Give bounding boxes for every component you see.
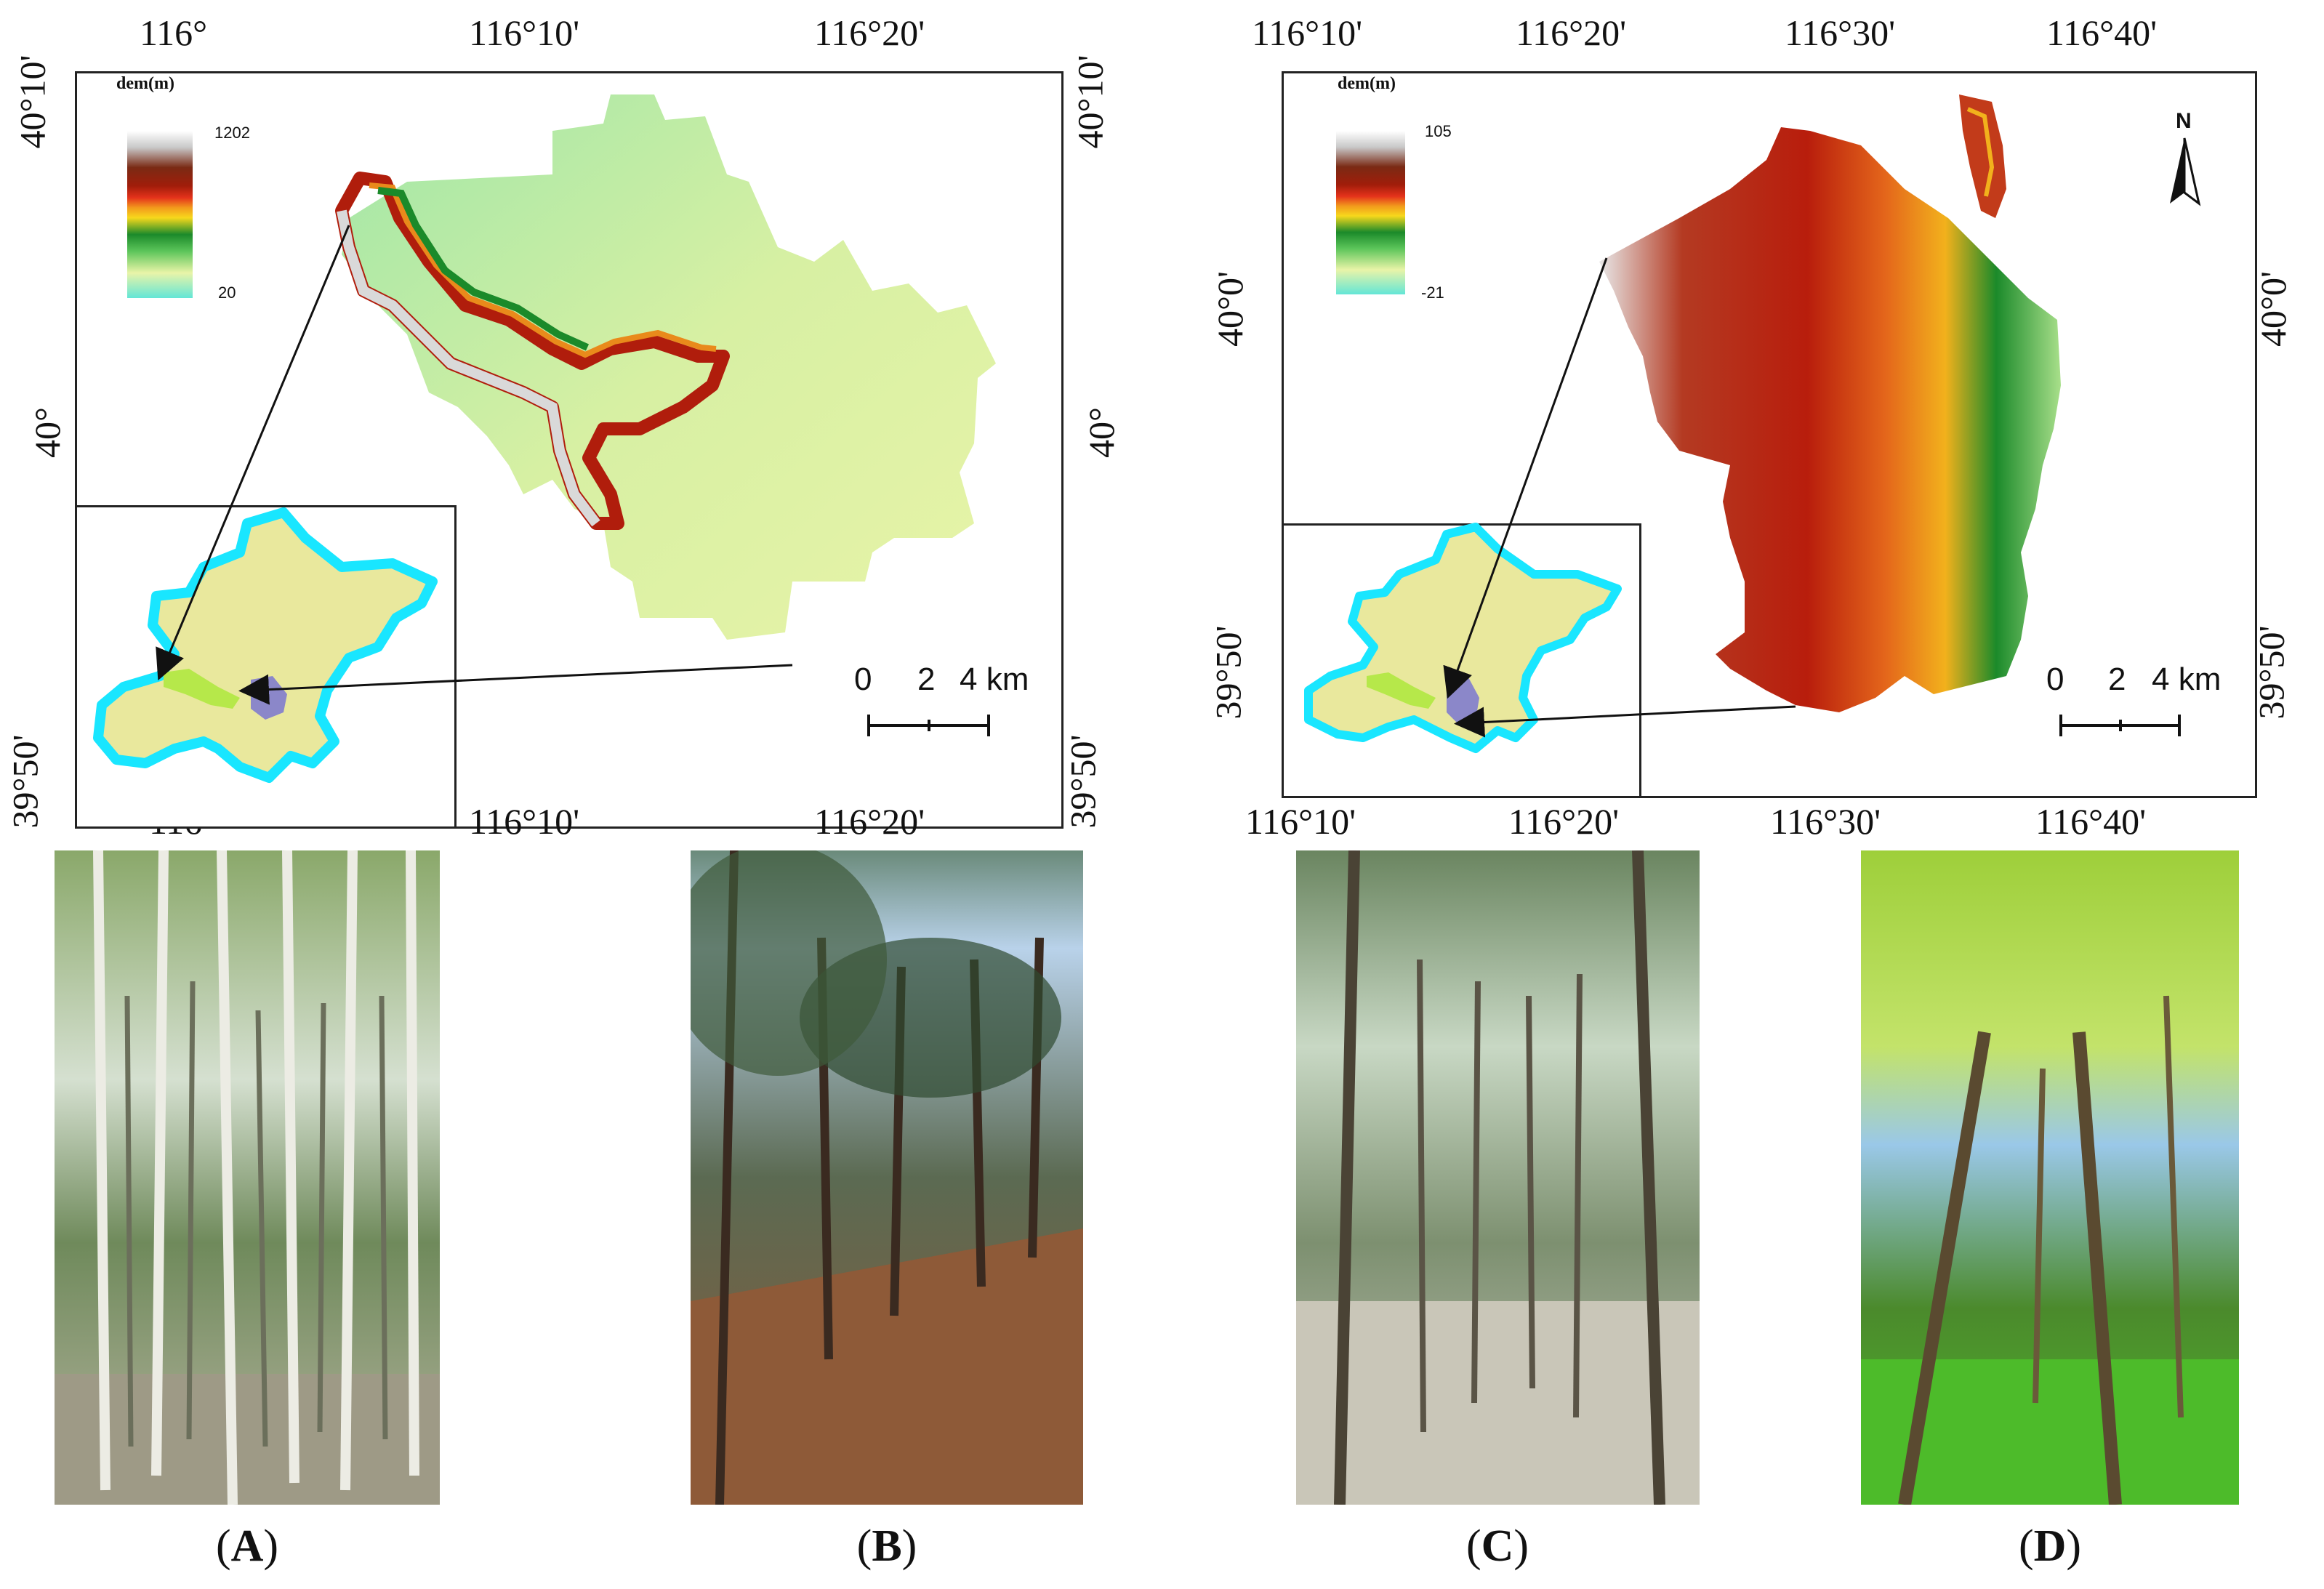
- right-legend-title: dem(m): [1338, 74, 1396, 93]
- left-legend-max: 1202: [214, 124, 250, 142]
- left-scale-label-0: 0: [854, 661, 872, 697]
- caption-c-letter: C: [1481, 1521, 1514, 1571]
- photo-b-image: [691, 850, 1083, 1505]
- right-bottom-tick-0: 116°10': [1245, 801, 1356, 842]
- right-top-tick-2: 116°30': [1785, 12, 1896, 53]
- left-arrow-b: [238, 664, 793, 705]
- left-legend-title: dem(m): [116, 74, 174, 93]
- right-scale-label-1: 2: [2108, 661, 2126, 697]
- left-legend-colorbar: [127, 131, 193, 298]
- photo-c: [1296, 850, 1700, 1505]
- right-top-tick-1: 116°20': [1516, 12, 1627, 53]
- left-inset-beijing-outline: [93, 507, 438, 783]
- right-arrow-b: [1454, 705, 1796, 738]
- right-top-tick-3: 116°40': [2046, 12, 2158, 53]
- left-plain-region: [342, 94, 996, 640]
- photo-b: [691, 850, 1083, 1505]
- caption-b: (B): [856, 1521, 917, 1571]
- photo-a-image: [55, 850, 440, 1505]
- right-inset-study-green: [1367, 672, 1436, 709]
- left-top-tick-1: 116°10': [469, 12, 580, 53]
- left-scale-label-2: 4 km: [960, 661, 1029, 697]
- right-top-tick-0: 116°10': [1252, 12, 1363, 53]
- right-small-patch: [1959, 94, 2006, 218]
- right-study-region: [1599, 127, 2061, 712]
- photo-c-image: [1296, 850, 1700, 1505]
- right-bottom-tick-3: 116°40': [2035, 801, 2147, 842]
- caption-b-letter: B: [872, 1521, 902, 1571]
- photo-d: [1861, 850, 2239, 1505]
- right-legend-max: 105: [1425, 122, 1452, 140]
- left-bottom-tick-1: 116°10': [469, 801, 580, 842]
- right-scale-label-2: 4 km: [2152, 661, 2222, 697]
- left-legend-min: 20: [218, 283, 236, 302]
- right-arrow-a: [1443, 257, 1608, 699]
- caption-a: (A): [215, 1521, 279, 1571]
- caption-d: (D): [2018, 1521, 2082, 1571]
- caption-a-letter: A: [230, 1521, 264, 1571]
- right-bottom-tick-2: 116°30': [1770, 801, 1881, 842]
- right-scale-label-0: 0: [2046, 661, 2064, 697]
- left-map-frame: [75, 71, 1064, 829]
- right-legend-colorbar: [1336, 131, 1405, 294]
- photo-d-image: [1861, 850, 2239, 1505]
- left-arrow-a: [156, 225, 350, 681]
- right-map-frame: [1282, 71, 2257, 798]
- left-top-tick-0: 116°: [140, 12, 208, 53]
- right-legend-min: -21: [1421, 283, 1444, 302]
- caption-d-letter: D: [2033, 1521, 2067, 1571]
- left-scale-label-1: 2: [917, 661, 936, 697]
- left-top-tick-2: 116°20': [814, 12, 925, 53]
- left-bottom-tick-2: 116°20': [814, 801, 925, 842]
- right-bottom-tick-1: 116°20': [1508, 801, 1620, 842]
- north-arrow-label: N: [2176, 109, 2192, 133]
- photo-a: [55, 850, 440, 1505]
- caption-c: (C): [1465, 1521, 1529, 1571]
